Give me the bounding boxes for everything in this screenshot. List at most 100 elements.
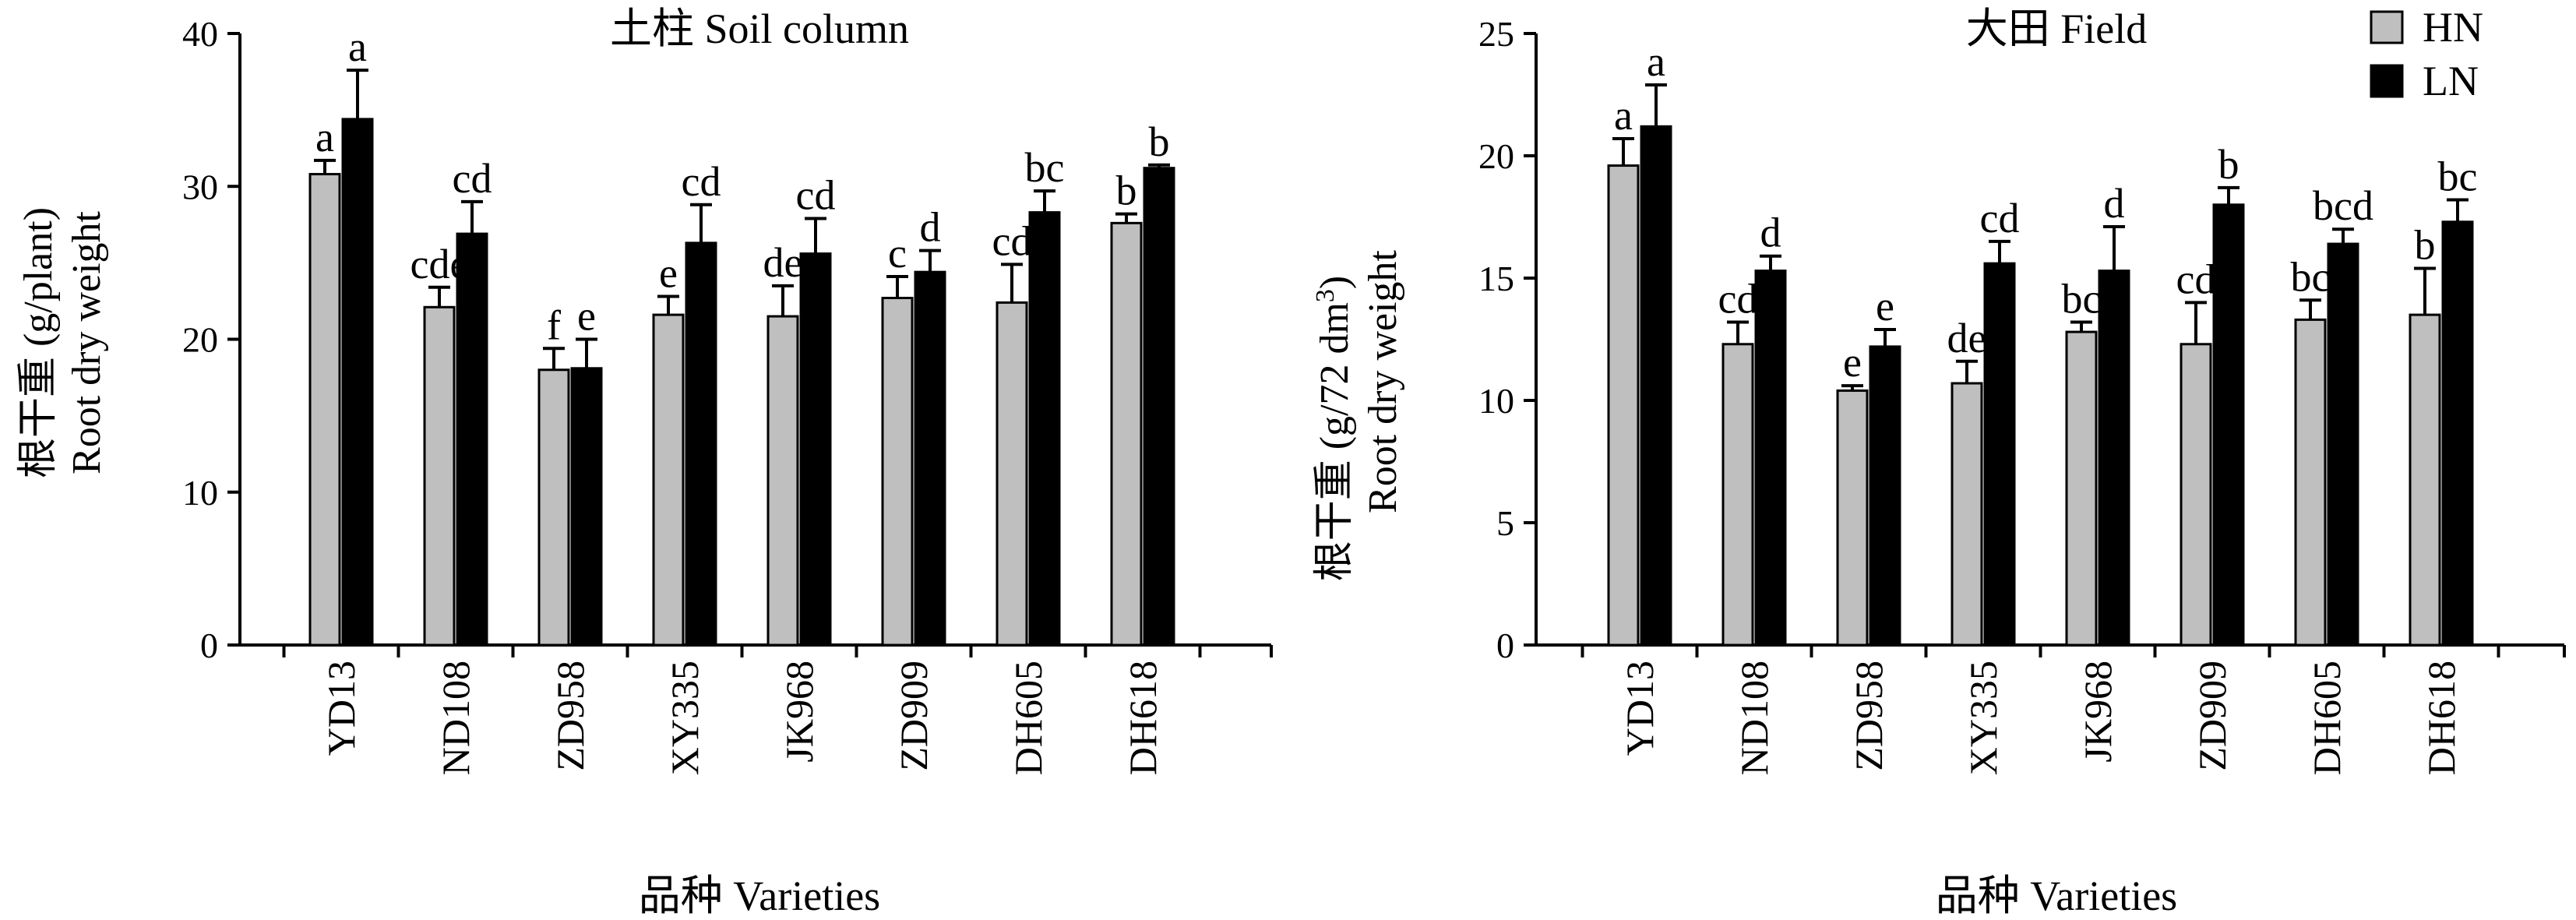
bar-hn xyxy=(2409,313,2441,647)
field-panel: 大田 Field 根干重 (g/72 dm3) Root dry weight … xyxy=(1311,5,2566,919)
significance-label: bc xyxy=(2438,153,2478,200)
bar-ln xyxy=(799,252,832,647)
significance-label: de xyxy=(1947,315,1987,361)
significance-label: cd xyxy=(453,155,492,202)
significance-label: de xyxy=(763,239,803,286)
significance-label: cd xyxy=(1718,276,1758,323)
legend-swatch-hn xyxy=(2370,10,2404,44)
significance-label: a xyxy=(1647,38,1665,85)
significance-label: e xyxy=(1843,339,1862,386)
significance-label: f xyxy=(547,301,561,348)
bar-ln xyxy=(1640,125,1672,647)
significance-label: bc xyxy=(2291,253,2331,300)
plot-area: 0 5 10 15 20 25 YD13 ND108 ZD958 XY335 JK968 ZD909 D… xyxy=(1478,14,2566,775)
x-tick-label: ZD958 xyxy=(548,661,592,771)
significance-label: cd xyxy=(2176,256,2216,302)
x-tick-label: ND108 xyxy=(1732,661,1776,775)
significance-label: b xyxy=(2218,141,2239,188)
y-axis-label-en: Root dry weight xyxy=(65,210,109,474)
y-tick-label: 10 xyxy=(1478,381,1514,421)
significance-label: cd xyxy=(992,217,1032,264)
y-tick-label: 0 xyxy=(1496,626,1514,665)
x-tick-label: XY335 xyxy=(1961,661,2005,775)
chart-title: 大田 Field xyxy=(1966,5,2148,52)
bar-ln xyxy=(2098,270,2130,647)
y-tick-label: 10 xyxy=(182,473,218,513)
significance-label: bc xyxy=(2062,276,2102,323)
bar-hn xyxy=(996,301,1028,647)
bar-ln xyxy=(2327,242,2359,647)
y-tick-label: 15 xyxy=(1478,259,1514,298)
bar-ln xyxy=(2441,220,2474,647)
legend: HN LN xyxy=(2370,4,2483,104)
y-tick-label: 25 xyxy=(1478,14,1514,54)
bar-hn xyxy=(881,297,914,647)
bar-hn xyxy=(537,368,570,647)
bar-ln xyxy=(1869,345,1901,647)
significance-label: cd xyxy=(682,158,721,205)
bar-ln xyxy=(570,367,603,647)
x-tick-label: DH618 xyxy=(2419,661,2463,775)
x-tick-label: YD13 xyxy=(319,661,363,756)
y-axis-label-en: Root dry weight xyxy=(1361,249,1405,513)
y-axis-label-cn: 根干重 (g/72 dm3) xyxy=(1311,276,1358,582)
x-tick-label: YD13 xyxy=(1618,661,1662,756)
bar-ln xyxy=(1028,211,1061,647)
bar-ln xyxy=(1983,262,2016,647)
significance-label: b xyxy=(1149,118,1170,165)
y-tick-label: 30 xyxy=(182,167,218,206)
legend-label-ln: LN xyxy=(2423,58,2479,104)
x-tick-label: JK968 xyxy=(2076,661,2120,763)
y-axis-label-main: 根干重 (g/72 dm xyxy=(1313,302,1357,581)
significance-label: bc xyxy=(1025,144,1065,191)
significance-label: d xyxy=(1760,210,1781,256)
bar-ln xyxy=(341,118,374,647)
bar-hn xyxy=(766,315,799,647)
y-axis-label-cn: 根干重 (g/plant) xyxy=(16,207,61,478)
bar-ln xyxy=(1754,270,1787,647)
significance-label: b xyxy=(2415,221,2436,268)
significance-label: cd xyxy=(796,171,836,218)
bar-hn xyxy=(1836,389,1869,647)
significance-label: bcd xyxy=(2313,182,2373,229)
x-axis-label: 品种 Varieties xyxy=(1936,872,2177,919)
x-tick-label: JK968 xyxy=(777,661,821,763)
x-tick-label: DH618 xyxy=(1121,661,1165,775)
x-tick-label: ZD909 xyxy=(2190,661,2234,771)
x-tick-label: ZD909 xyxy=(892,661,936,771)
bar-ln xyxy=(1143,167,1175,647)
y-axis-label-superscript: 3 xyxy=(1311,289,1340,302)
x-tick-label: DH605 xyxy=(2305,661,2349,775)
chart-title: 土柱 Soil column xyxy=(610,5,909,52)
y-tick-label: 0 xyxy=(200,626,218,665)
y-tick-label: 40 xyxy=(182,14,218,54)
significance-label: b xyxy=(1116,167,1137,214)
x-axis-label: 品种 Varieties xyxy=(639,872,880,919)
bar-ln xyxy=(456,232,488,647)
bar-ln xyxy=(2212,203,2245,647)
y-axis-label-close: ) xyxy=(1313,276,1357,289)
significance-label: cd xyxy=(1980,195,2020,241)
bar-hn xyxy=(2180,343,2212,647)
legend-swatch-ln xyxy=(2370,64,2404,98)
significance-label: e xyxy=(659,250,678,297)
y-tick-label: 20 xyxy=(182,320,218,360)
y-tick-label: 20 xyxy=(1478,136,1514,176)
x-tick-label: DH605 xyxy=(1006,661,1050,775)
x-tick-label: ND108 xyxy=(434,661,477,775)
bar-hn xyxy=(308,173,341,647)
significance-label: a xyxy=(315,114,334,160)
bar-hn xyxy=(1607,164,1640,647)
legend-label-hn: HN xyxy=(2423,4,2483,51)
bar-hn xyxy=(1721,343,1754,647)
bar-hn xyxy=(423,305,456,647)
significance-label: d xyxy=(2104,180,2125,227)
significance-label: e xyxy=(577,293,596,340)
bar-hn xyxy=(1951,382,1983,647)
x-tick-label: ZD958 xyxy=(1847,661,1891,771)
bar-hn xyxy=(652,313,685,647)
significance-label: a xyxy=(348,23,367,70)
x-tick-label: XY335 xyxy=(663,661,707,775)
significance-label: c xyxy=(888,230,907,277)
